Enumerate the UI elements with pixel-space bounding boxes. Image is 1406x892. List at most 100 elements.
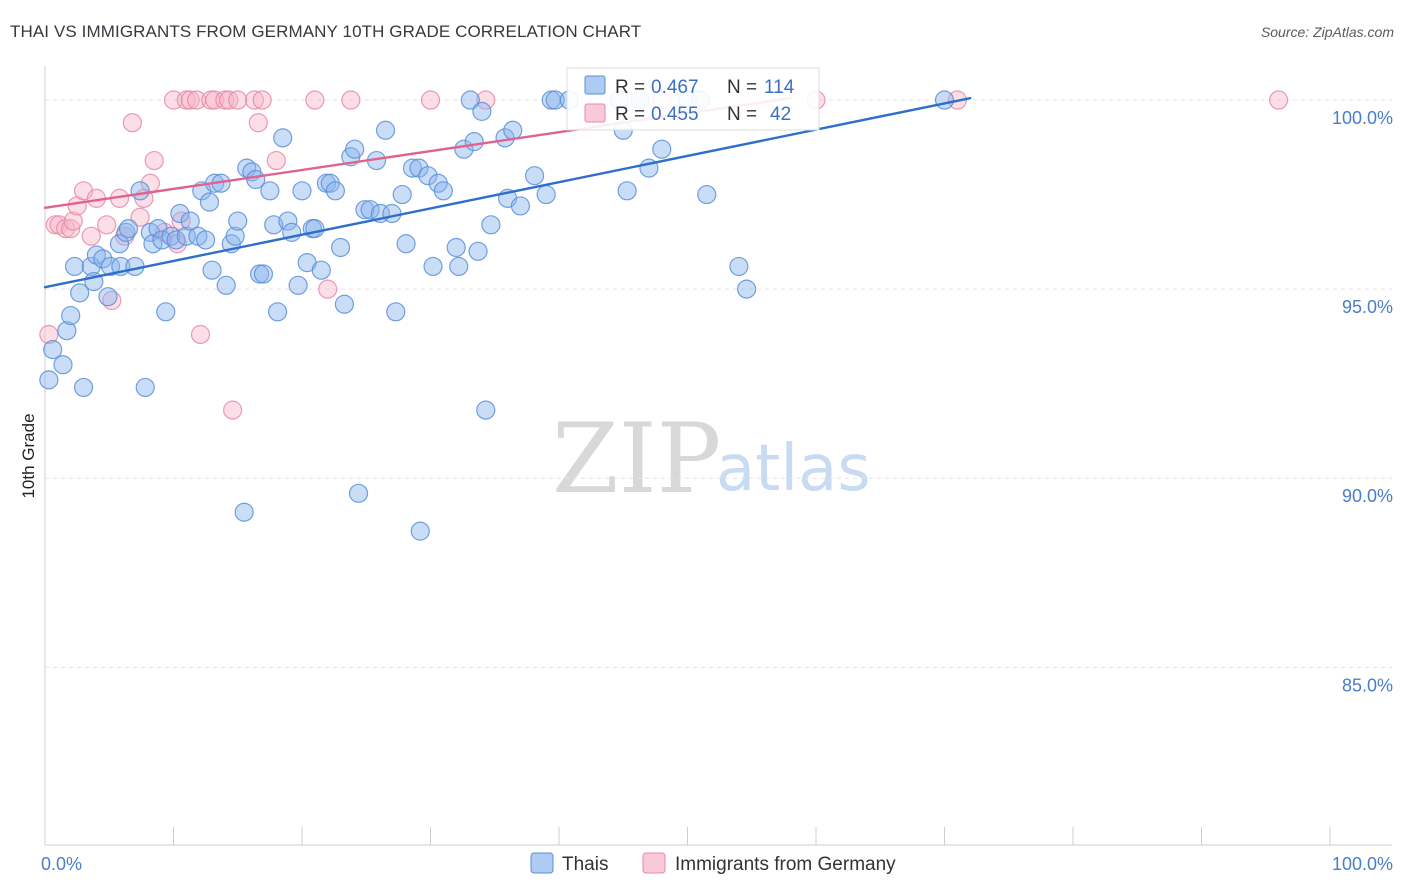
thais-point [202,260,222,280]
germany-point [266,150,286,171]
thais-point [64,256,85,277]
thais-point [93,249,113,269]
chart-title: THAI VS IMMIGRANTS FROM GERMANY 10TH GRA… [10,22,642,41]
thais-point [292,181,312,201]
thais-point [39,370,59,390]
series-immigrants-from-germany [39,90,1289,420]
grid-lines [45,99,1392,668]
y-axis-title: 10th Grade [19,413,38,498]
germany-point [180,90,200,110]
thais-point [446,237,466,258]
stats-r-value-germany: 0.455 [651,104,699,125]
stats-box: R = 0.467 N = 114 R = 0.455 N = 42 [566,67,820,131]
thais-point [396,234,416,254]
thais-point [176,226,196,246]
thais-point [43,340,63,360]
thais-point [305,219,325,239]
legend-swatch-germany [642,852,666,874]
germany-point [122,113,142,133]
thais-point [375,120,396,140]
germany-point [318,279,338,299]
thais-point [423,256,443,277]
x-tick-label: 100.0% [1332,854,1393,874]
thais-point [464,132,484,152]
thais-point [476,400,496,420]
thais-point [199,192,220,212]
germany-point [144,150,164,171]
thais-point [109,234,130,254]
germany-point [102,290,122,311]
thais-point [53,355,73,375]
thais-point [510,196,531,216]
thais-point [156,302,176,322]
germany-point [61,219,81,239]
thais-point [503,120,523,140]
germany-point [223,400,243,420]
thais-point [402,158,423,178]
watermark: ZIP atlas [552,403,871,515]
thais-point [70,283,90,303]
legend-label-germany: Immigrants from Germany [675,854,896,875]
thais-point [392,184,412,205]
thais-point [130,181,150,201]
thais-point [98,287,118,307]
legend: Thais Immigrants from Germany [530,852,896,875]
germany-point [305,90,325,110]
thais-point [481,215,501,235]
thais-point [449,256,469,277]
thais-point [135,377,155,398]
germany-point [63,211,83,231]
thais-point [360,200,380,220]
thais-point [216,275,236,295]
legend-swatch-thais [530,852,554,874]
stats-r-value-thais: 0.467 [651,77,699,98]
thais-point [228,211,248,231]
legend-label-thais: Thais [562,854,608,875]
thais-point [100,256,121,277]
thais-point [536,184,556,205]
thais-point [433,181,453,201]
thais-point [524,166,545,186]
germany-point [252,90,272,110]
thais-point [386,302,406,322]
stats-n-value-thais: 114 [764,77,795,98]
germany-point [55,219,76,239]
stats-r-label-thais: R = [615,77,645,98]
thais-point [311,260,331,280]
thais-point [234,502,254,522]
y-tick-labels: 100.0% 95.0% 90.0% 85.0% [1332,108,1393,695]
thais-point [472,101,492,121]
thais-point [345,139,365,159]
thais-point [81,256,101,277]
thais-point [73,377,94,398]
thais-point [273,128,293,148]
thais-point [170,203,190,224]
germany-point [244,90,265,110]
thais-point [652,139,672,159]
germany-point [248,113,268,133]
thais-point [288,275,308,295]
thais-point [267,302,288,322]
germany-point [81,226,101,246]
germany-point [476,90,496,110]
stats-n-label-germany: N = [727,104,757,125]
thais-point [325,181,346,201]
stats-swatch-thais [584,75,606,95]
thais-point [57,321,77,341]
stats-r-label-germany: R = [615,104,645,125]
thais-point [253,264,274,284]
thais-point [737,279,757,299]
thais-point [61,305,81,326]
axes [44,66,1392,846]
germany-point [1268,90,1289,110]
thais-point [545,90,565,110]
thais-point [330,237,351,258]
germany-point [420,90,441,110]
thais-point [697,184,717,205]
thais-point [225,226,245,246]
thais-point [355,200,375,220]
x-tick-label: 0.0% [41,854,82,874]
thais-point [617,181,637,201]
thais-point [180,211,200,231]
